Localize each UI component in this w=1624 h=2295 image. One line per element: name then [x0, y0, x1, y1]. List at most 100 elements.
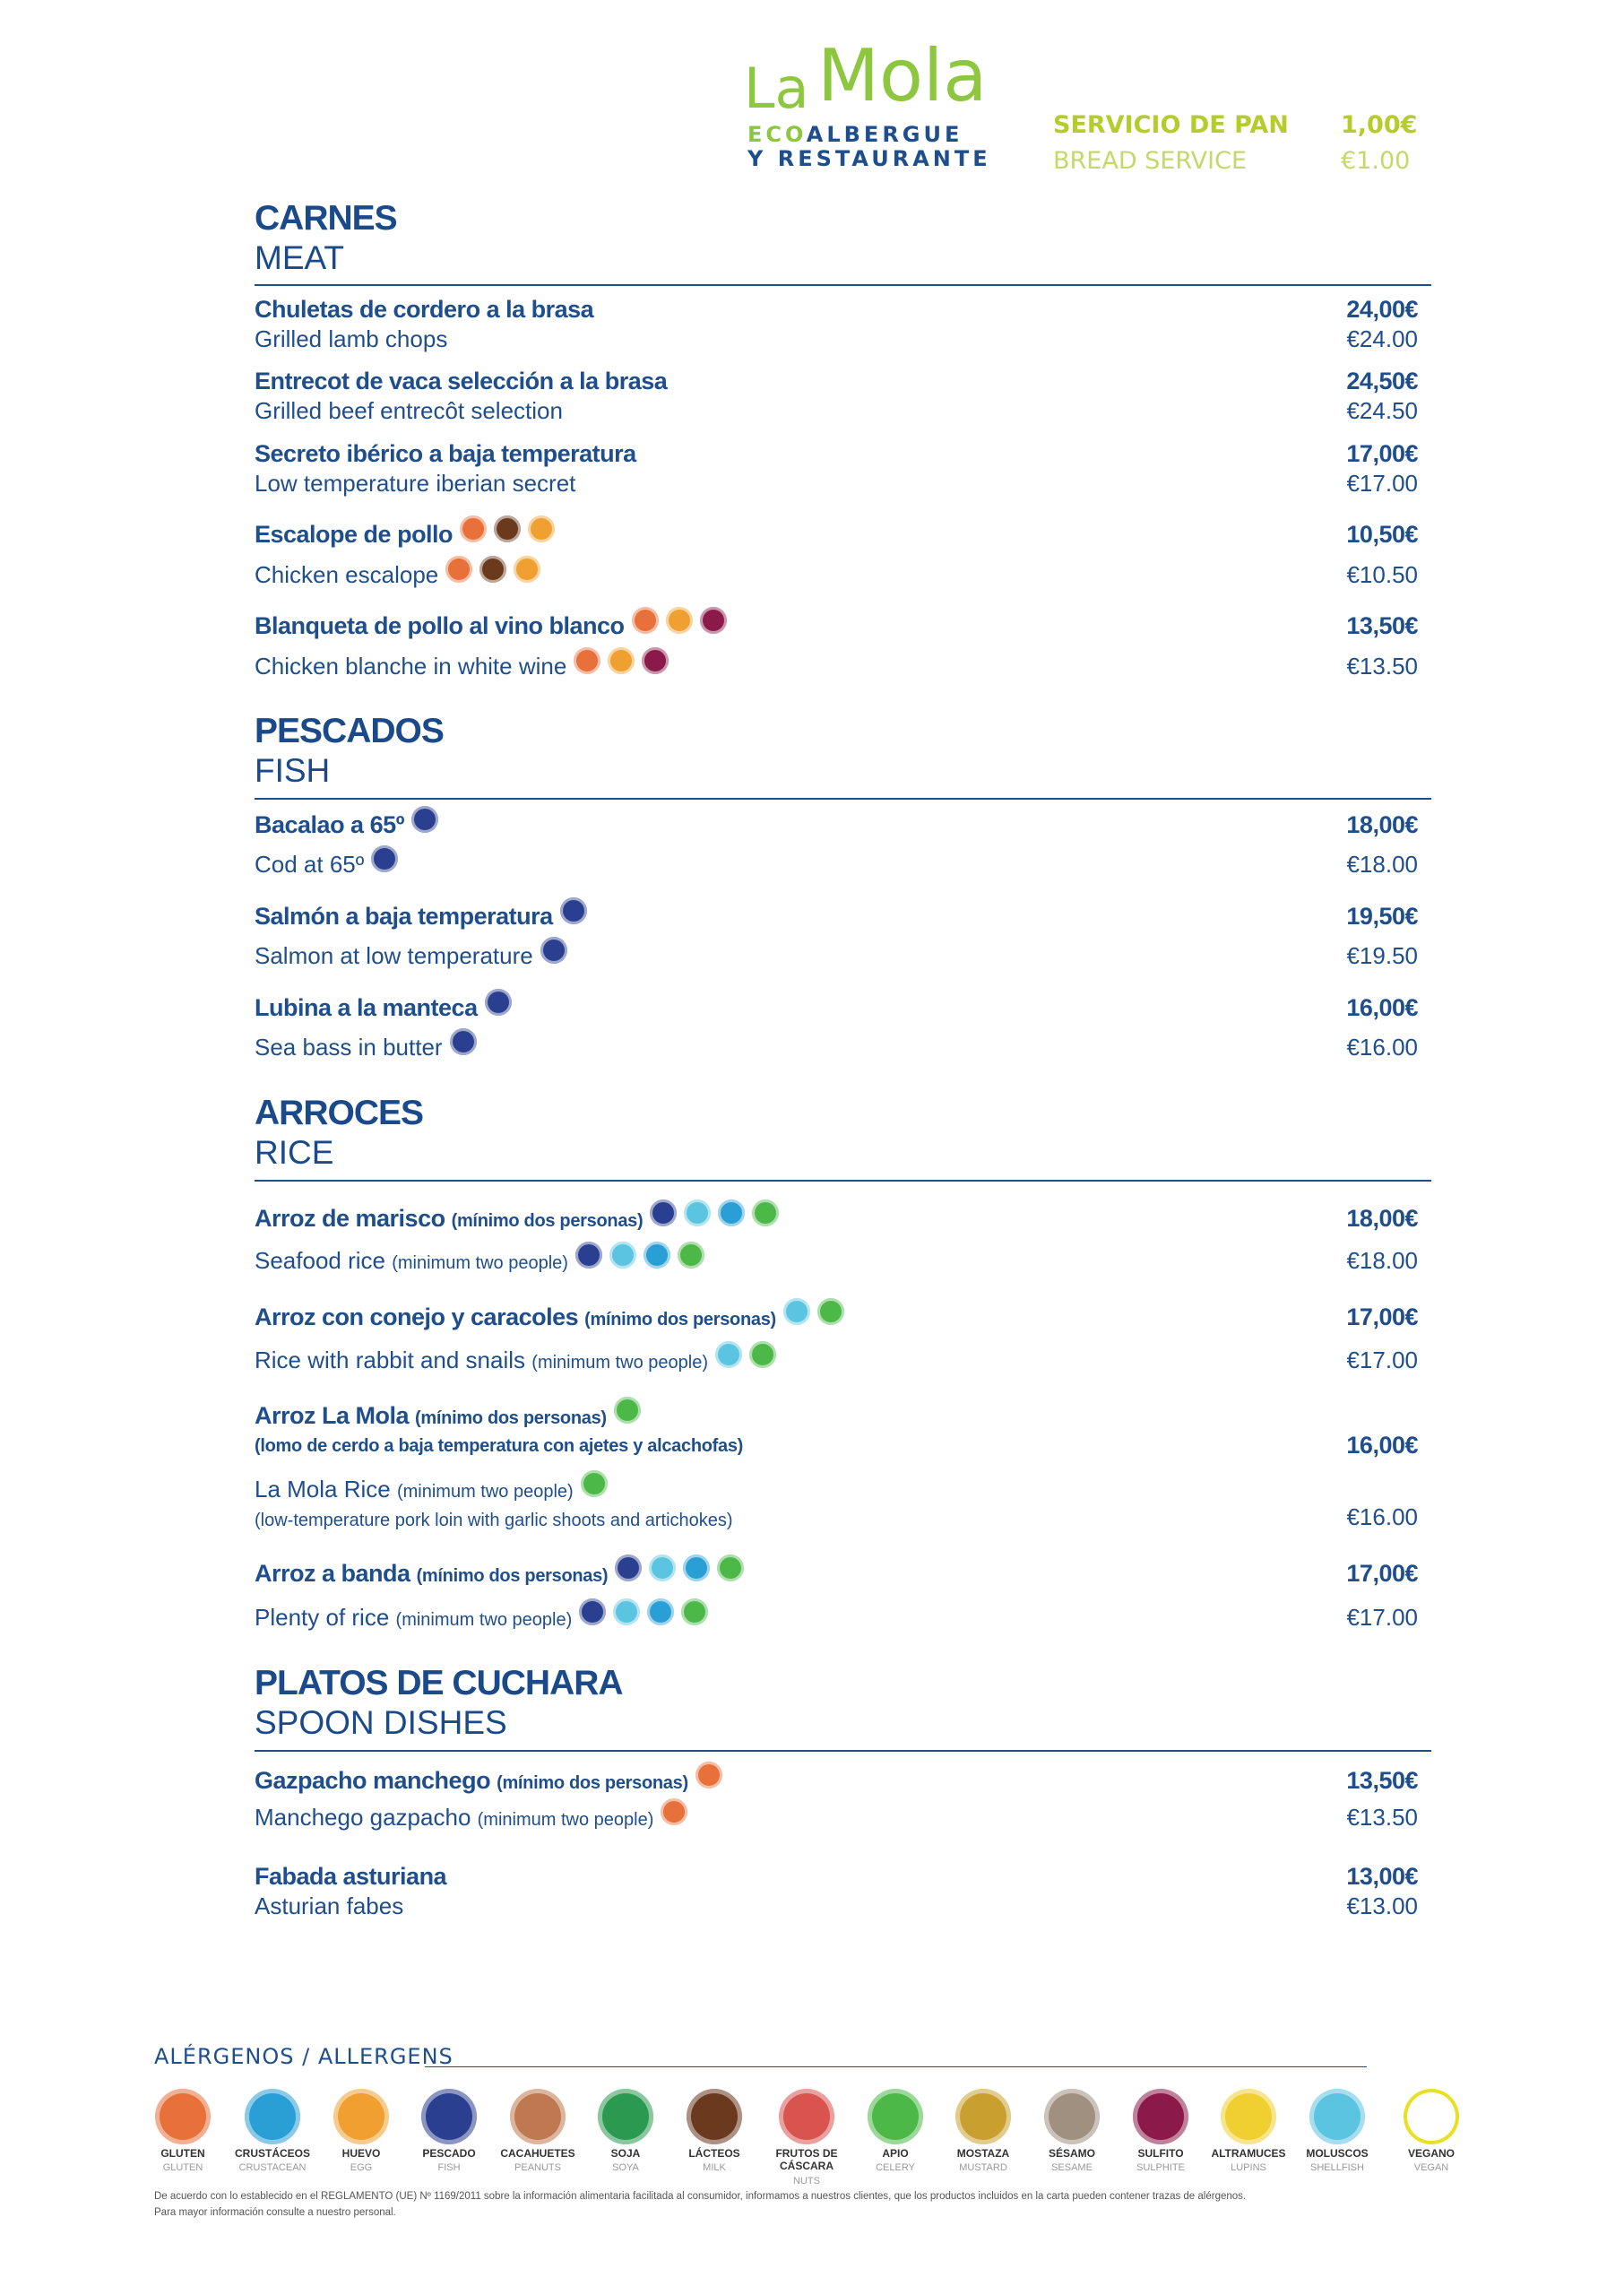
- item-name-text: Entrecot de vaca selección a la brasa: [255, 368, 668, 394]
- allergen-legend-icon: [1133, 2089, 1188, 2144]
- logo-mola: Mola: [817, 34, 988, 117]
- allergen-icon: [684, 1199, 712, 1226]
- allergen-icon: [613, 1598, 641, 1626]
- allergen-icon: [528, 515, 556, 542]
- allergen-label: SULFITO: [1137, 2147, 1184, 2160]
- item-name-en-text: Low temperature iberian secret: [255, 470, 576, 497]
- item-price-en: €13.50: [1346, 653, 1418, 680]
- item-price-en: €24.00: [1346, 325, 1418, 352]
- item-name-en: Cod at 65º: [255, 845, 399, 879]
- item-name-text: Secreto ibérico a baja temperatura: [255, 440, 636, 467]
- item-name-en: Low temperature iberian secret: [255, 468, 575, 498]
- item-note: (mínimo dos personas): [416, 1566, 609, 1586]
- allergen-label: CRUSTÁCEOS: [234, 2147, 310, 2160]
- allergen-icon: [699, 606, 727, 634]
- allergen-icon: [650, 1199, 678, 1226]
- allergen-label-en: PEANUTS: [514, 2162, 561, 2173]
- item-name-en-text: Asturian fabes: [255, 1892, 404, 1919]
- allergen-legend-icon: [955, 2089, 1011, 2144]
- item-name-text: Salmón a baja temperatura: [255, 903, 553, 930]
- item-name-en: La Mola Rice (minimum two people): [255, 1470, 608, 1507]
- item-name-en-text: Seafood rice: [255, 1247, 385, 1274]
- item-price: 17,00€: [1346, 440, 1418, 467]
- allergen-label: GLUTEN: [160, 2147, 205, 2160]
- disclaimer: Para mayor información consulte a nuestr…: [154, 2207, 396, 2218]
- allergen-icon: [540, 937, 567, 965]
- item-name-en-text: La Mola Rice: [255, 1476, 391, 1503]
- allergen-label: HUEVO: [341, 2147, 381, 2160]
- logo-restaurante: Y RESTAURANTE: [747, 146, 991, 171]
- allergen-legend-icon: [155, 2089, 211, 2144]
- item-price-en: €18.00: [1346, 1247, 1418, 1274]
- allergen-icon: [574, 1242, 602, 1269]
- item-name: Arroz a banda (mínimo dos personas): [255, 1554, 745, 1591]
- section-title: CARNES: [255, 199, 398, 238]
- allergen-icon: [410, 805, 438, 833]
- allergen-icon: [484, 988, 512, 1016]
- allergen-label-en: MUSTARD: [959, 2162, 1007, 2173]
- allergen-icon: [718, 1199, 746, 1226]
- allergen-icon: [494, 515, 522, 542]
- allergen-icon: [642, 647, 669, 675]
- allergen-icon: [631, 606, 659, 634]
- allergen-icon: [615, 1554, 643, 1581]
- item-price: 10,50€: [1346, 521, 1418, 548]
- allergen-icon: [695, 1761, 722, 1788]
- item-name: Escalope de pollo: [255, 515, 556, 550]
- allergen-icon: [816, 1297, 844, 1325]
- item-note-en: (minimum two people): [395, 1610, 573, 1630]
- item-note: (mínimo dos personas): [415, 1408, 607, 1428]
- bread-price-en: €1.00: [1341, 147, 1411, 175]
- item-price-en: €13.50: [1346, 1804, 1418, 1831]
- item-name-en: Sea bass in butter: [255, 1028, 477, 1062]
- allergen-icon: [559, 896, 587, 924]
- item-name: Entrecot de vaca selección a la brasa: [255, 366, 668, 396]
- item-name-en-text: Sea bass in butter: [255, 1034, 443, 1061]
- item-name: Gazpacho manchego (mínimo dos personas): [255, 1761, 722, 1798]
- allergen-icon: [649, 1554, 677, 1581]
- item-detail: (lomo de cerdo a baja temperatura con aj…: [255, 1436, 744, 1456]
- item-name-text: Chuletas de cordero a la brasa: [255, 296, 594, 323]
- item-name-en: Chicken escalope: [255, 556, 541, 590]
- allergen-legend-icon: [687, 2089, 742, 2144]
- allergen-icon: [715, 1341, 743, 1369]
- item-name: Arroz La Mola (mínimo dos personas): [255, 1396, 641, 1433]
- allergen-label-en: SULPHITE: [1136, 2162, 1185, 2173]
- allergen-label-en: SOYA: [612, 2162, 639, 2173]
- allergen-label-en: NUTS: [793, 2176, 820, 2187]
- item-price-en: €17.00: [1346, 1604, 1418, 1631]
- allergen-legend-icon: [245, 2089, 300, 2144]
- allergen-icon: [661, 1798, 688, 1826]
- allergen-icon: [717, 1554, 745, 1581]
- allergen-label: APIO: [882, 2147, 909, 2160]
- item-price: 13,00€: [1346, 1863, 1418, 1890]
- item-price: 24,00€: [1346, 296, 1418, 323]
- bread-price: 1,00€: [1341, 111, 1418, 139]
- item-name-text: Bacalao a 65º: [255, 811, 404, 838]
- allergen-legend-icon: [779, 2089, 834, 2144]
- item-name-en-text: Cod at 65º: [255, 851, 365, 878]
- item-name-text: Fabada asturiana: [255, 1863, 447, 1890]
- item-name: Arroz de marisco (mínimo dos personas): [255, 1199, 780, 1236]
- allergen-label: LÁCTEOS: [688, 2147, 740, 2160]
- item-note-en: (minimum two people): [531, 1353, 709, 1373]
- allergen-icon: [681, 1598, 709, 1626]
- item-name-en-text: Grilled lamb chops: [255, 325, 448, 352]
- section-subtitle: RICE: [255, 1134, 334, 1171]
- item-note-en: (minimum two people): [396, 1482, 574, 1502]
- section-title: PLATOS DE CUCHARA: [255, 1664, 624, 1702]
- item-price-en: €17.00: [1346, 1347, 1418, 1373]
- item-name-en: Asturian fabes: [255, 1891, 403, 1921]
- allergen-icon: [479, 556, 507, 584]
- allergen-icon: [677, 1242, 704, 1269]
- allergen-icon: [643, 1242, 670, 1269]
- item-name-en-text: Plenty of rice: [255, 1604, 390, 1631]
- item-note: (mínimo dos personas): [584, 1310, 776, 1329]
- item-name: Lubina a la manteca: [255, 988, 512, 1023]
- item-price-en: €16.00: [1346, 1034, 1418, 1061]
- allergen-icon: [449, 1028, 477, 1056]
- section-rule: [255, 284, 1431, 286]
- item-name-text: Gazpacho manchego: [255, 1767, 491, 1794]
- allergen-icon: [749, 1341, 777, 1369]
- item-name-en-text: Rice with rabbit and snails: [255, 1347, 526, 1373]
